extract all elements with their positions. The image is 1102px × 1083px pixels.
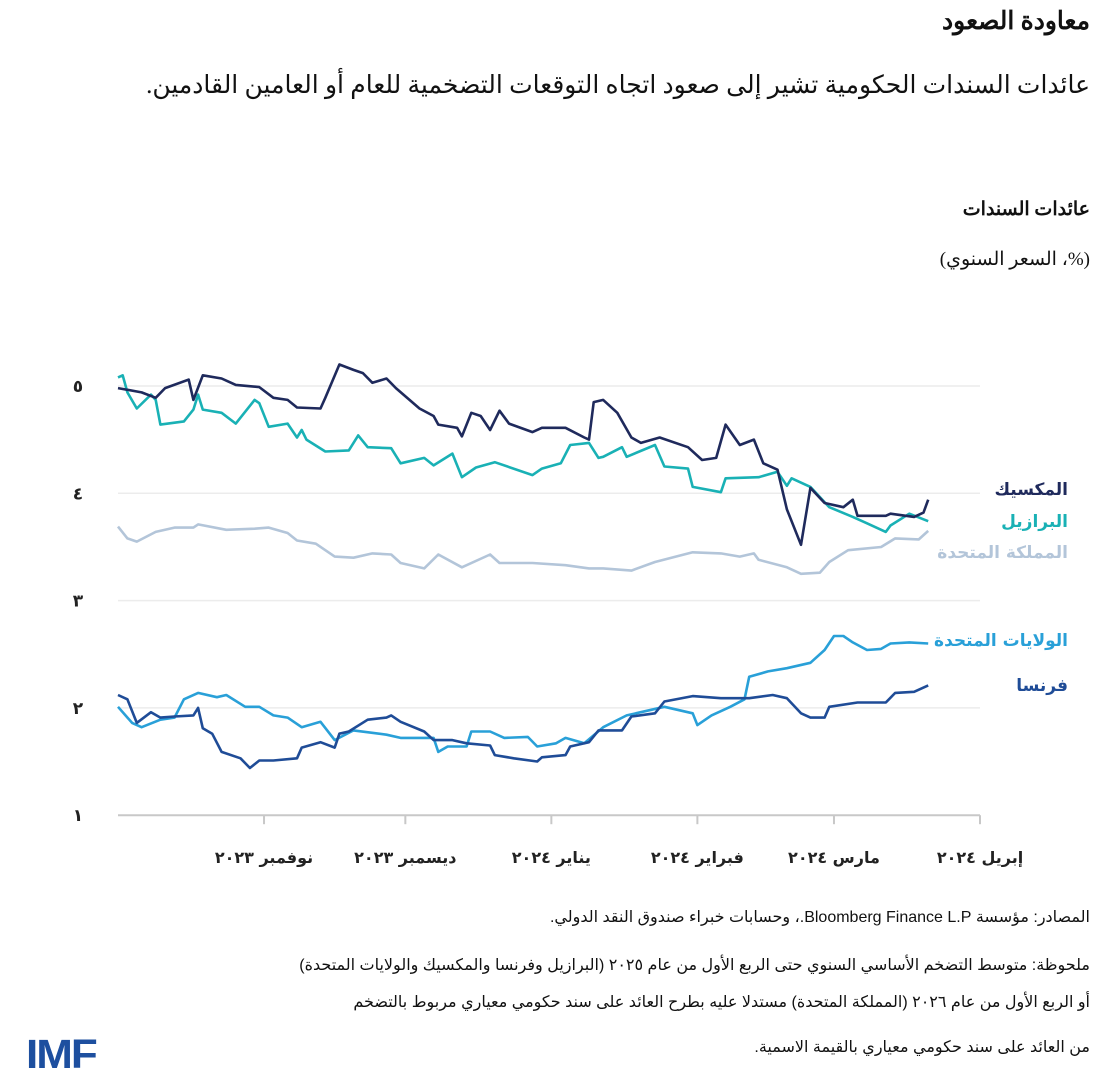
y-tick-label: ١	[73, 806, 83, 826]
y-tick-label: ٢	[73, 699, 84, 719]
x-tick-label: فبراير ٢٠٢٤	[651, 848, 744, 867]
x-tick-label: مارس ٢٠٢٤	[788, 848, 880, 867]
legend-label-uk: المملكة المتحدة	[937, 543, 1068, 563]
legend-label-mexico: المكسيك	[994, 480, 1068, 500]
series-line-uk	[116, 523, 930, 576]
page-title: معاودة الصعود	[942, 8, 1090, 35]
source-note: المصادر: مؤسسة Bloomberg Finance L.P.، و…	[549, 909, 1090, 926]
note-line-1: ملحوظة: متوسط التضخم الأساسي السنوي حتى …	[299, 957, 1090, 974]
y-tick-label: ٣	[73, 592, 84, 612]
y-tick-label: ٤	[73, 484, 83, 504]
chart-unit-label: (%، السعر السنوي)	[939, 249, 1090, 270]
x-tick-label: يناير ٢٠٢٤	[512, 848, 591, 867]
note-line-3: من العائد على سند حكومي معياري بالقيمة ا…	[754, 1039, 1090, 1056]
x-tick-label: إبريل ٢٠٢٤	[937, 848, 1023, 867]
page-subtitle: عائدات السندات الحكومية تشير إلى صعود ات…	[146, 72, 1090, 99]
series-line-us	[117, 634, 929, 754]
y-tick-label: ٥	[73, 377, 83, 397]
series-line-mexico	[117, 363, 930, 547]
x-tick-label: نوفمبر ٢٠٢٣	[215, 848, 313, 867]
imf-logo: IMF	[26, 1032, 98, 1078]
note-line-2: أو الربع الأول من عام ٢٠٢٦ (المملكة المت…	[353, 994, 1090, 1011]
legend-label-france: فرنسا	[1016, 676, 1068, 696]
series-line-brazil	[117, 374, 929, 534]
legend-label-us: الولايات المتحدة	[934, 631, 1068, 651]
legend-label-brazil: البرازيل	[1001, 512, 1068, 532]
chart-title: عائدات السندات	[962, 199, 1090, 220]
x-tick-label: ديسمبر ٢٠٢٣	[354, 848, 456, 867]
series-line-france	[117, 684, 929, 770]
